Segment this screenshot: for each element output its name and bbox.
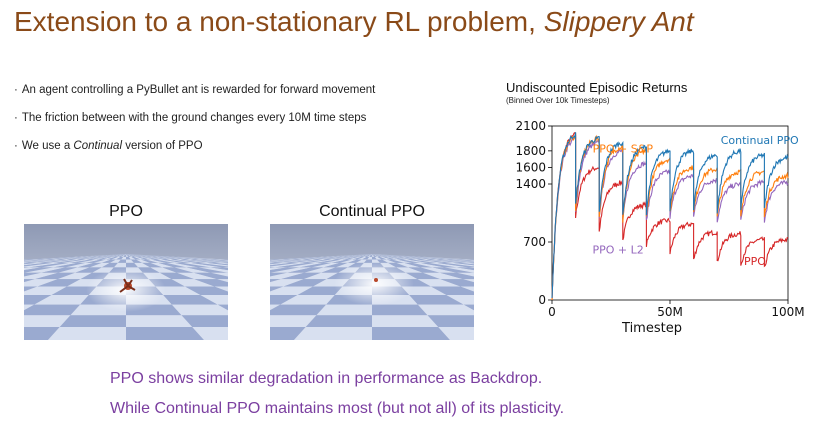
footer-line-2: While Continual PPO maintains most (but …: [110, 400, 565, 417]
bullet-item: An agent controlling a PyBullet ant is r…: [14, 84, 376, 112]
x-tick-label: 100M: [771, 305, 804, 319]
ppo-ant-scene-image: [24, 224, 228, 340]
series-annotation: Continual PPO: [721, 134, 799, 147]
series-annotation: PPO + L2: [592, 244, 643, 257]
x-tick-label: 0: [548, 305, 556, 319]
bullet-text: The friction between with the ground cha…: [21, 112, 367, 124]
y-tick-label: 1600: [515, 160, 546, 174]
y-tick-label: 700: [523, 235, 546, 249]
scene-label-continual-ppo: Continual PPO: [319, 203, 425, 220]
slide-title: Extension to a non-stationary RL problem…: [14, 6, 694, 38]
series-line-continual-ppo: [551, 132, 789, 299]
bullet-text: An agent controlling a PyBullet ant is r…: [21, 84, 376, 96]
y-tick-label: 0: [538, 293, 546, 307]
bullet-list: An agent controlling a PyBullet ant is r…: [14, 84, 376, 168]
bullet-text: We use a: [21, 140, 74, 152]
y-tick-label: 2100: [515, 119, 546, 133]
x-tick-label: 50M: [657, 305, 683, 319]
returns-chart: Undiscounted Episodic Returns (Binned Ov…: [488, 74, 806, 340]
footer-line-1: PPO shows similar degradation in perform…: [110, 370, 543, 387]
y-tick-label: 1800: [515, 144, 546, 158]
chart-title: Undiscounted Episodic Returns: [506, 80, 688, 95]
x-axis-label: Timestep: [621, 321, 682, 336]
continual-ppo-ant-scene-image: [270, 224, 474, 340]
series-line-ppo: [551, 131, 789, 301]
bullet-item: We use a Continual version of PPO: [14, 140, 375, 168]
title-italic-text: Slippery Ant: [543, 6, 694, 37]
ant-robot-icon: [374, 278, 378, 282]
chart-plot: 0 700 1400 1600 1800 2100 0 50M 100M Timestep Cont…: [515, 119, 804, 336]
y-tick-label: 1400: [515, 177, 546, 191]
ant-robot-icon: [119, 278, 136, 293]
series-annotation: PPO + S&P: [593, 143, 654, 156]
series-annotation: PPO: [744, 255, 766, 268]
scene-label-ppo: PPO: [109, 203, 143, 220]
bullet-text: version of PPO: [122, 140, 203, 152]
title-main-text: Extension to a non-stationary RL problem…: [14, 6, 544, 37]
bullet-item: The friction between with the ground cha…: [14, 112, 375, 140]
chart-subtitle: (Binned Over 10k Timesteps): [506, 96, 610, 105]
bullet-emphasis: Continual: [73, 140, 123, 152]
